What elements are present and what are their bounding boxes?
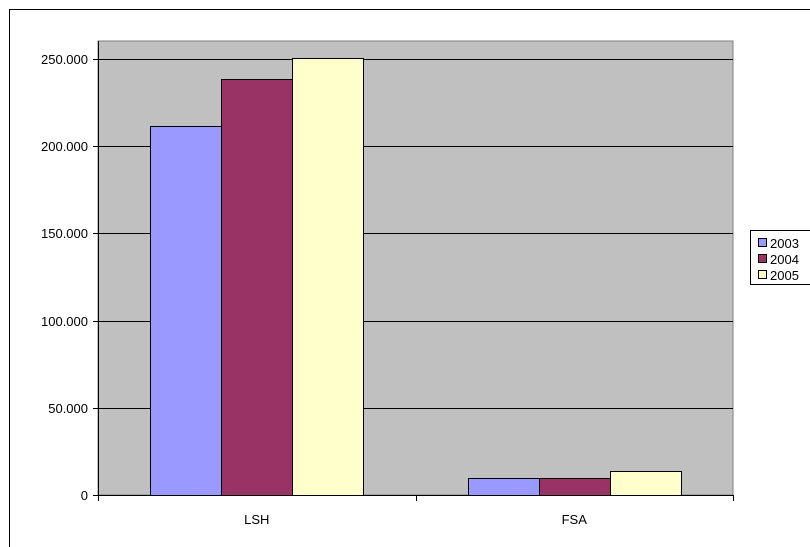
bar-fsa-2004 (539, 478, 611, 496)
y-tick-label: 50.000 (48, 401, 88, 416)
bar-lsh-2003 (150, 126, 222, 496)
y-tick-label: 0 (81, 488, 88, 503)
legend-swatch-2004 (758, 254, 767, 263)
legend-swatch-2003 (758, 238, 767, 247)
bar-lsh-2004 (221, 79, 293, 496)
y-tick-label: 250.000 (41, 52, 88, 67)
legend-swatch-2005 (758, 270, 767, 279)
legend-label-2005: 2005 (770, 268, 799, 283)
legend-label-2003: 2003 (770, 236, 799, 251)
bars (150, 58, 682, 496)
bar-fsa-2003 (468, 478, 540, 496)
bar-lsh-2005 (292, 58, 364, 496)
bar-fsa-2005 (610, 471, 682, 496)
y-tick-label: 200.000 (41, 139, 88, 154)
x-tick-label: LSH (244, 512, 269, 527)
axes: 0 50.000 100.000 150.000 200.000 250.000 LSH FS… (41, 41, 734, 527)
y-tick-label: 150.000 (41, 226, 88, 241)
legend-label-2004: 2004 (770, 252, 799, 267)
x-tick-label: FSA (562, 512, 588, 527)
y-tick-label: 100.000 (41, 314, 88, 329)
